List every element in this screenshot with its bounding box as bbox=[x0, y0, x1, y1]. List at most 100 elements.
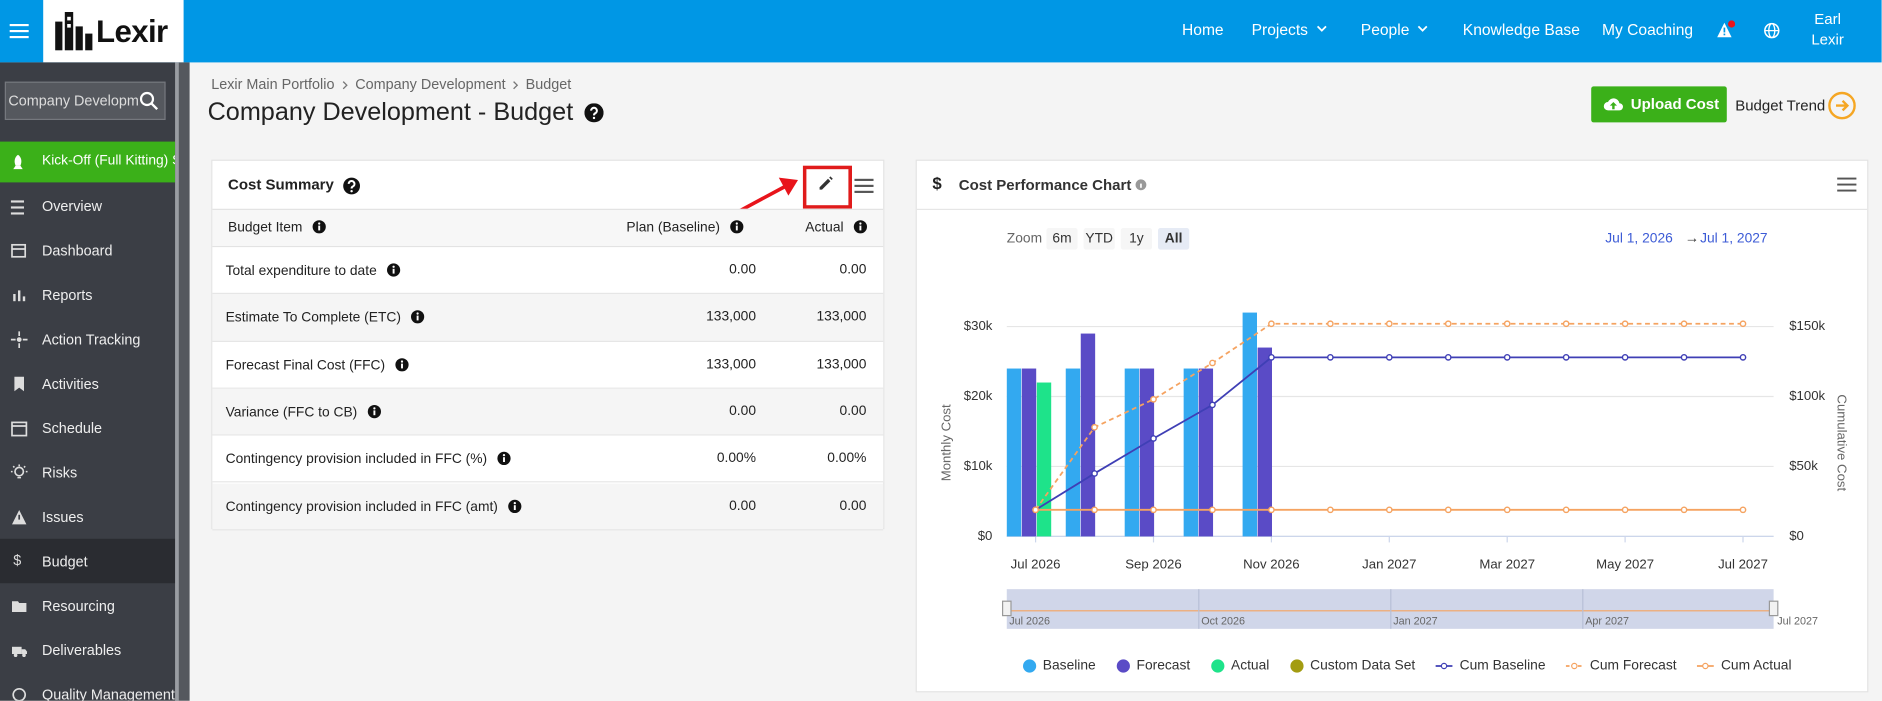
menu-toggle[interactable] bbox=[9, 22, 29, 41]
icon-part bbox=[373, 410, 376, 416]
legend-marker[interactable] bbox=[1440, 662, 1448, 670]
line-marker bbox=[1444, 506, 1452, 514]
zoom-button-label[interactable]: All bbox=[1165, 230, 1183, 245]
legend-label[interactable]: Custom Data Set bbox=[1310, 658, 1415, 673]
table-cell: 133,000 bbox=[706, 357, 756, 372]
menu-item[interactable]: Reports bbox=[0, 272, 175, 316]
navigator-label: Apr 2027 bbox=[1585, 615, 1629, 627]
language-icon[interactable] bbox=[1764, 22, 1780, 39]
menu-item[interactable]: Risks bbox=[0, 450, 175, 494]
zoom-button-label[interactable]: YTD bbox=[1085, 230, 1113, 245]
help-icon[interactable] bbox=[342, 176, 361, 195]
search-input[interactable]: Company Development bbox=[8, 92, 139, 110]
nav-link[interactable]: My Coaching bbox=[1602, 20, 1694, 39]
legend-label[interactable]: Cum Actual bbox=[1721, 658, 1792, 673]
icon-part bbox=[854, 184, 874, 187]
table-cell: Estimate To Complete (ETC) bbox=[226, 310, 425, 326]
icon-part bbox=[859, 225, 862, 231]
menu-item[interactable]: Dashboard bbox=[0, 228, 175, 272]
icon-part bbox=[513, 81, 519, 90]
annotation-arrow bbox=[735, 177, 799, 214]
range-separator: → bbox=[1685, 231, 1699, 247]
panel-menu[interactable] bbox=[1837, 177, 1857, 180]
menu-item[interactable]: Schedule bbox=[0, 406, 175, 450]
breadcrumb-item[interactable]: Lexir Main Portfolio bbox=[211, 75, 335, 93]
nav-link[interactable]: Home bbox=[1182, 20, 1224, 39]
zoom-button[interactable] bbox=[1120, 228, 1152, 250]
upload-button[interactable]: Upload Cost bbox=[1591, 86, 1727, 123]
alerts-icon[interactable] bbox=[1716, 20, 1736, 39]
x-tick-label: May 2027 bbox=[1596, 557, 1654, 572]
navigator-handle[interactable] bbox=[1768, 600, 1779, 617]
legend-marker[interactable] bbox=[1571, 662, 1578, 670]
menu-item[interactable]: Issues bbox=[0, 494, 175, 538]
menu-item[interactable]: Action Tracking bbox=[0, 317, 175, 361]
legend-label[interactable]: Actual bbox=[1231, 658, 1269, 673]
zoom-button[interactable] bbox=[1158, 228, 1190, 250]
info-icon bbox=[411, 310, 425, 324]
nav-chevron[interactable] bbox=[1316, 25, 1327, 32]
column-header: Budget Item bbox=[228, 220, 326, 235]
icon-part bbox=[819, 178, 831, 190]
range-from[interactable]: Jul 1, 2026 bbox=[1605, 230, 1673, 245]
line-marker bbox=[1562, 320, 1570, 328]
icon-part bbox=[1417, 25, 1428, 32]
menu-item[interactable]: $ Budget bbox=[0, 538, 176, 584]
user-name[interactable]: Earl bbox=[1814, 10, 1841, 28]
legend-marker[interactable] bbox=[1290, 659, 1304, 673]
content: Lexir Main Portfolio Company Development B… bbox=[190, 62, 1882, 701]
legend-marker[interactable] bbox=[1702, 662, 1709, 670]
x-tick-label: Mar 2027 bbox=[1479, 557, 1535, 572]
legend-marker[interactable] bbox=[1116, 659, 1130, 673]
panel-menu[interactable] bbox=[854, 176, 874, 195]
nav-link[interactable]: Projects bbox=[1251, 20, 1308, 39]
icon-part bbox=[12, 687, 27, 701]
edit-button[interactable] bbox=[817, 175, 834, 192]
table-row: Total expenditure to date 0.00 0.00 bbox=[212, 247, 884, 295]
budget-trend-button[interactable] bbox=[1828, 91, 1857, 120]
legend-label[interactable]: Baseline bbox=[1043, 658, 1096, 673]
icon-part bbox=[10, 464, 28, 479]
zoom-button-label[interactable]: 1y bbox=[1129, 230, 1144, 245]
legend-label[interactable]: Cum Baseline bbox=[1460, 658, 1546, 673]
menu-label: Activities bbox=[42, 375, 99, 393]
y-tick-label: $0 bbox=[978, 528, 993, 543]
nav-link[interactable]: Knowledge Base bbox=[1462, 20, 1580, 39]
range-to[interactable]: Jul 1, 2027 bbox=[1700, 230, 1768, 245]
menu-label: Schedule bbox=[42, 420, 103, 437]
line-marker bbox=[1385, 506, 1393, 514]
zoom-button[interactable] bbox=[1046, 228, 1078, 250]
line-marker bbox=[1326, 506, 1334, 514]
y2-tick-label: $50k bbox=[1789, 458, 1818, 473]
legend-marker[interactable] bbox=[1023, 659, 1037, 673]
panel-menu[interactable] bbox=[1837, 189, 1857, 192]
menu-item[interactable]: Resourcing bbox=[0, 583, 175, 627]
menu-item[interactable]: Overview bbox=[0, 184, 175, 228]
breadcrumb-item[interactable]: Company Development bbox=[355, 75, 506, 93]
menu-item[interactable]: Activities bbox=[0, 361, 175, 405]
logo[interactable]: Lexir bbox=[43, 0, 184, 63]
icon-part bbox=[502, 454, 506, 457]
menu-item[interactable]: Quality Management bbox=[0, 672, 175, 701]
search-icon[interactable] bbox=[139, 91, 159, 111]
panel-menu[interactable] bbox=[1837, 183, 1857, 186]
project-item[interactable]: Kick-Off (Full Kitting) Se bbox=[0, 141, 176, 183]
nav-chevron[interactable] bbox=[1417, 25, 1428, 32]
nav-link[interactable]: People bbox=[1360, 20, 1410, 39]
navigator-handle[interactable] bbox=[1002, 600, 1012, 617]
line-marker bbox=[1680, 506, 1688, 514]
legend-marker[interactable] bbox=[1211, 659, 1225, 673]
zoom-button[interactable] bbox=[1083, 228, 1115, 250]
legend-label[interactable]: Cum Forecast bbox=[1590, 658, 1677, 673]
legend-label[interactable]: Forecast bbox=[1137, 658, 1191, 673]
table-cell: 0.00 bbox=[729, 498, 756, 513]
search-box[interactable]: Company Development bbox=[4, 81, 166, 121]
line-marker bbox=[1150, 506, 1157, 514]
help-icon[interactable] bbox=[584, 103, 604, 123]
line-marker bbox=[1385, 353, 1393, 361]
zoom-button-label[interactable]: 6m bbox=[1052, 230, 1071, 245]
user-name[interactable]: Lexir bbox=[1811, 31, 1844, 48]
budget-trend-label[interactable]: Budget Trend bbox=[1735, 97, 1826, 115]
icon-part bbox=[139, 91, 155, 107]
menu-item[interactable]: Deliverables bbox=[0, 628, 175, 672]
